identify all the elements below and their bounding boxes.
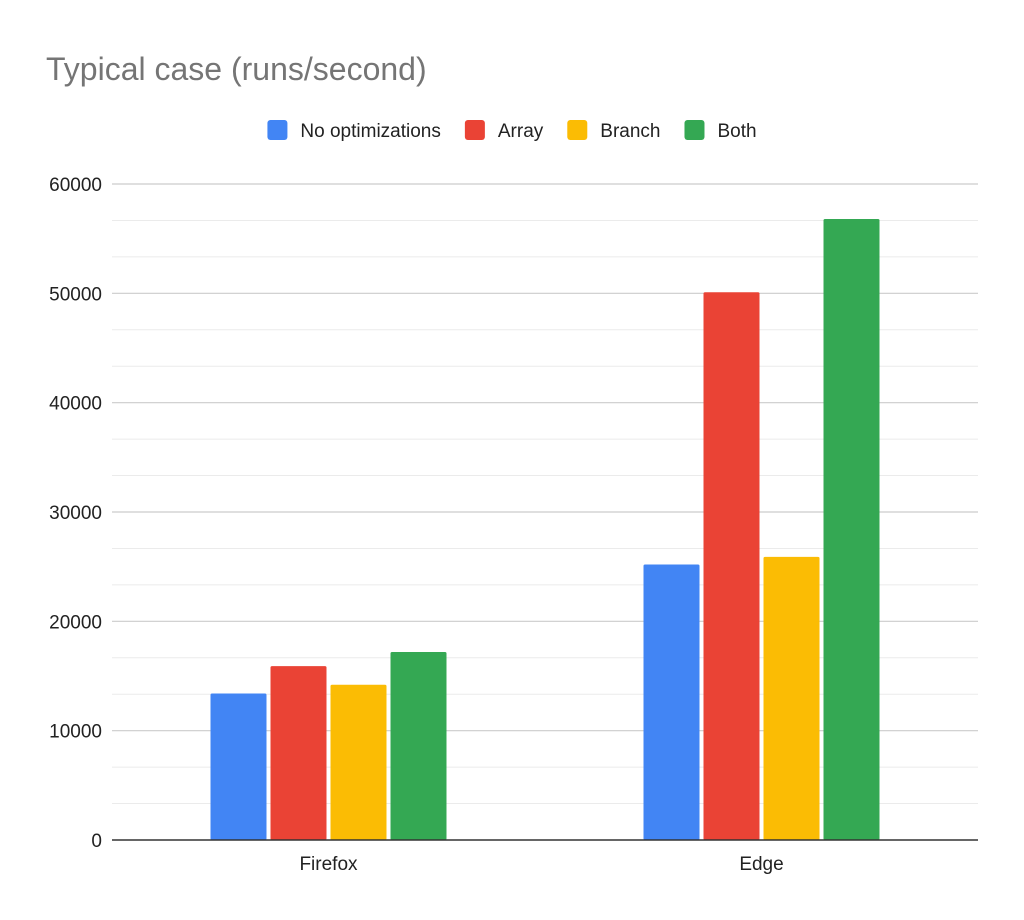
bar-firefox-array [270, 666, 327, 840]
bar-edge-both [823, 218, 880, 840]
bar-firefox-no-optimizations [210, 693, 267, 840]
y-tick-label: 30000 [49, 503, 102, 524]
y-tick-label: 0 [91, 831, 102, 852]
legend-label: Array [498, 121, 544, 142]
legend-swatch [684, 120, 705, 140]
legend-swatch [567, 120, 588, 140]
y-axis-ticks: 0 10000 20000 30000 40000 50000 60000 [49, 175, 102, 852]
legend-item: Both [684, 120, 757, 142]
bar-firefox-both [390, 651, 447, 840]
y-tick-label: 20000 [49, 612, 102, 633]
legend-label: Both [717, 121, 756, 142]
legend: No optimizations Array Branch Both [267, 120, 757, 142]
legend-label: No optimizations [300, 121, 440, 142]
legend-item: Array [464, 120, 544, 142]
x-tick-label: Firefox [299, 854, 358, 875]
x-axis-ticks: Firefox Edge [299, 854, 783, 875]
bar-edge-array [703, 292, 760, 840]
y-tick-label: 60000 [49, 175, 102, 196]
legend-label: Branch [600, 121, 660, 142]
y-tick-label: 50000 [49, 284, 102, 305]
bar-edge-no-optimizations [643, 564, 700, 840]
chart-title: Typical case (runs/second) [46, 51, 427, 87]
bar-edge-branch [763, 556, 820, 840]
legend-item: Branch [567, 120, 660, 142]
bars [210, 218, 880, 840]
bar-firefox-branch [330, 684, 387, 840]
y-tick-label: 10000 [49, 722, 102, 743]
y-tick-label: 40000 [49, 394, 102, 415]
legend-item: No optimizations [267, 120, 441, 142]
x-tick-label: Edge [739, 854, 783, 875]
legend-swatch [267, 120, 288, 140]
legend-swatch [464, 120, 485, 140]
